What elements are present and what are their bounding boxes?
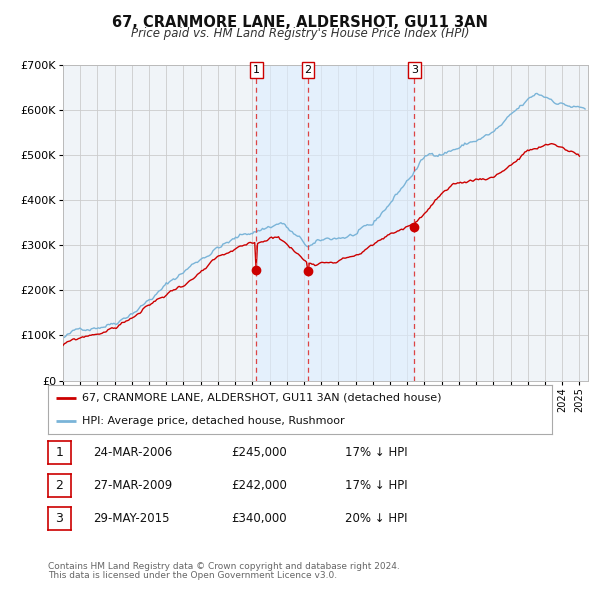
Text: 1: 1 [55,446,64,459]
Text: Contains HM Land Registry data © Crown copyright and database right 2024.: Contains HM Land Registry data © Crown c… [48,562,400,571]
Text: 3: 3 [55,512,64,525]
Text: 2: 2 [55,479,64,492]
Text: 24-MAR-2006: 24-MAR-2006 [93,446,172,459]
Text: 2: 2 [305,65,311,75]
Text: 3: 3 [411,65,418,75]
Text: £340,000: £340,000 [231,512,287,525]
Text: £242,000: £242,000 [231,479,287,492]
Text: £245,000: £245,000 [231,446,287,459]
Text: This data is licensed under the Open Government Licence v3.0.: This data is licensed under the Open Gov… [48,571,337,580]
Text: 27-MAR-2009: 27-MAR-2009 [93,479,172,492]
Text: HPI: Average price, detached house, Rushmoor: HPI: Average price, detached house, Rush… [82,416,345,426]
Text: 17% ↓ HPI: 17% ↓ HPI [345,446,407,459]
Text: 1: 1 [253,65,260,75]
Text: 29-MAY-2015: 29-MAY-2015 [93,512,170,525]
Text: 17% ↓ HPI: 17% ↓ HPI [345,479,407,492]
Text: 20% ↓ HPI: 20% ↓ HPI [345,512,407,525]
Text: 67, CRANMORE LANE, ALDERSHOT, GU11 3AN: 67, CRANMORE LANE, ALDERSHOT, GU11 3AN [112,15,488,30]
Text: Price paid vs. HM Land Registry's House Price Index (HPI): Price paid vs. HM Land Registry's House … [131,27,469,40]
Bar [256,65,415,381]
Text: 67, CRANMORE LANE, ALDERSHOT, GU11 3AN (detached house): 67, CRANMORE LANE, ALDERSHOT, GU11 3AN (… [82,393,442,403]
